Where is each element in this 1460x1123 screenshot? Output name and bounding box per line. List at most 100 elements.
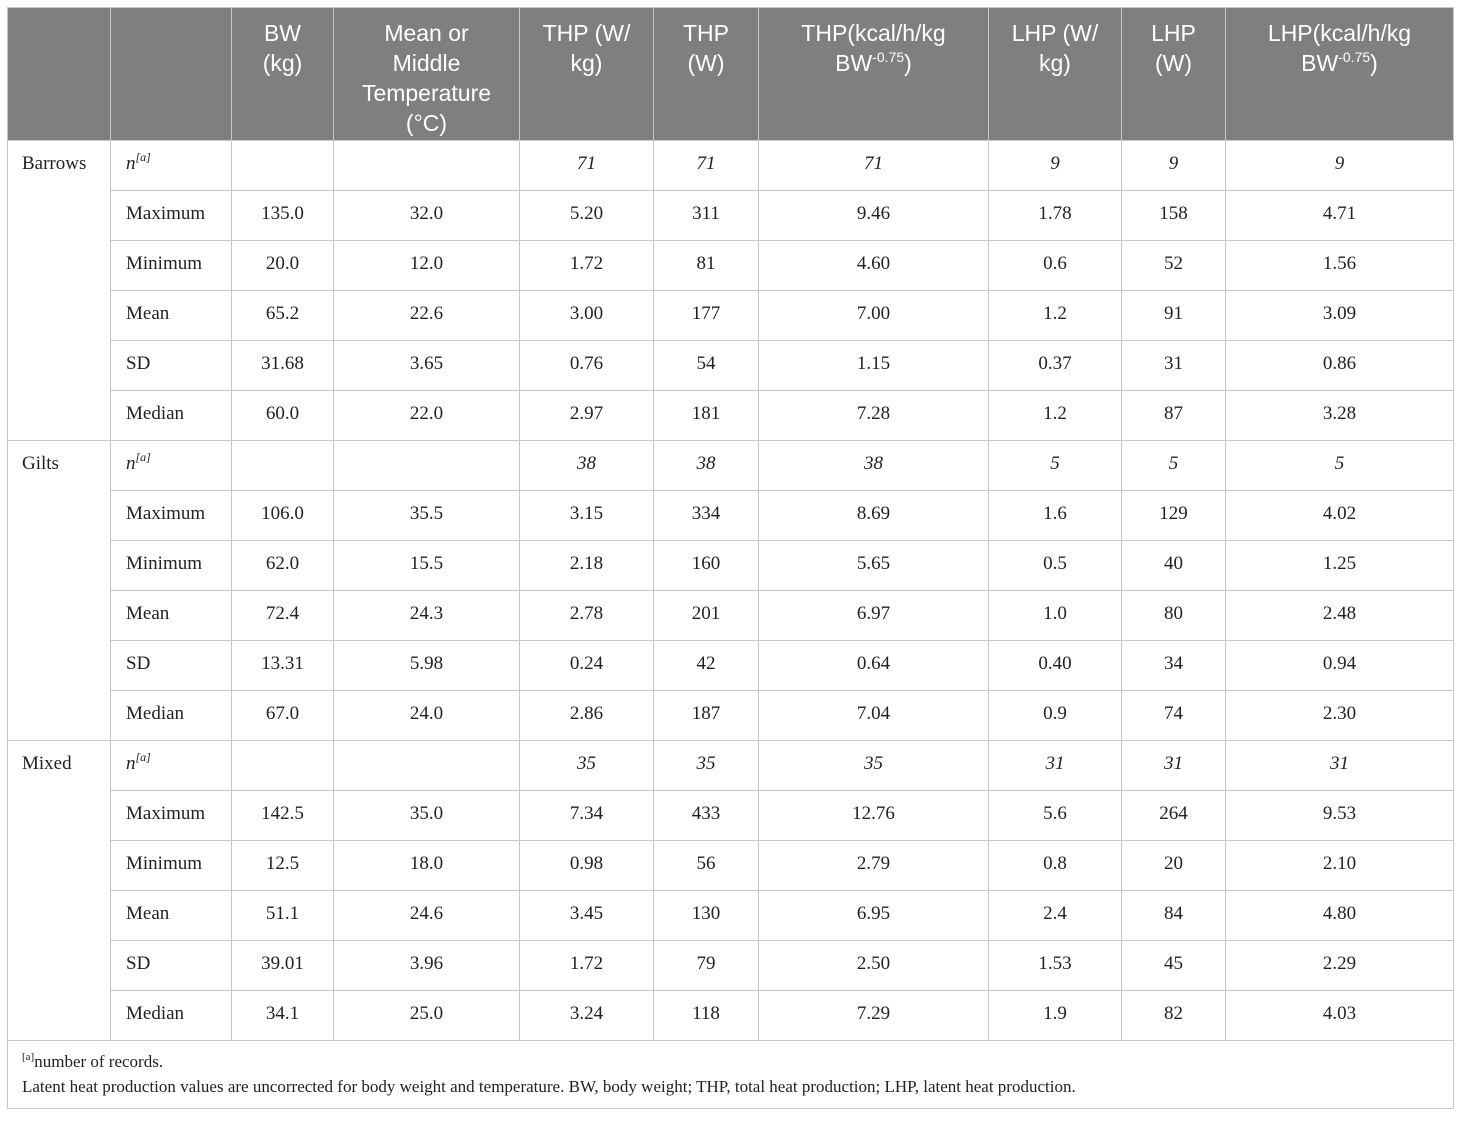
value-cell: 52 — [1121, 240, 1226, 291]
header-temp-line2: Middle — [392, 50, 461, 76]
value-cell: 5.6 — [988, 790, 1122, 841]
value-cell: 2.86 — [519, 690, 654, 741]
value-cell: 3.28 — [1225, 390, 1454, 441]
value-cell: 18.0 — [333, 840, 520, 891]
header-row: BW (kg) Mean or Middle Temperature (°C) … — [7, 7, 1454, 141]
table-row: Mean 65.2 22.6 3.00 177 7.00 1.2 91 3.09 — [8, 290, 1454, 341]
value-cell: 177 — [653, 290, 759, 341]
value-cell: 9.46 — [758, 190, 989, 241]
value-cell: 264 — [1121, 790, 1226, 841]
statistic-label: Mean — [110, 290, 232, 341]
value-cell: 4.60 — [758, 240, 989, 291]
value-cell: 7.28 — [758, 390, 989, 441]
value-cell: 4.80 — [1225, 890, 1454, 941]
header-thp-w-line1: THP — [683, 20, 729, 46]
n-value-cell: 5 — [1225, 440, 1454, 491]
header-lhp-w: LHP (W) — [1121, 7, 1226, 141]
table-row: Minimum 20.0 12.0 1.72 81 4.60 0.6 52 1.56 — [8, 240, 1454, 291]
value-cell: 81 — [653, 240, 759, 291]
value-cell: 22.0 — [333, 390, 520, 441]
value-cell: 40 — [1121, 540, 1226, 591]
statistic-label: Maximum — [110, 190, 232, 241]
value-cell: 3.65 — [333, 340, 520, 391]
value-cell: 130 — [653, 890, 759, 941]
value-cell: 2.78 — [519, 590, 654, 641]
n-value-cell: 5 — [988, 440, 1122, 491]
heat-production-table: BW (kg) Mean or Middle Temperature (°C) … — [7, 7, 1454, 1109]
value-cell: 39.01 — [231, 940, 334, 991]
value-cell: 160 — [653, 540, 759, 591]
n-label: n[a] — [110, 740, 232, 791]
table-row: Maximum 142.5 35.0 7.34 433 12.76 5.6 264 9.53 — [8, 790, 1454, 841]
n-value-cell: 71 — [758, 140, 989, 191]
value-cell: 35.0 — [333, 790, 520, 841]
value-cell: 1.78 — [988, 190, 1122, 241]
value-cell: 4.71 — [1225, 190, 1454, 241]
value-cell: 7.04 — [758, 690, 989, 741]
value-cell: 1.2 — [988, 290, 1122, 341]
value-cell: 1.6 — [988, 490, 1122, 541]
n-value-cell: 9 — [988, 140, 1122, 191]
header-thp-w: THP (W) — [653, 7, 759, 141]
n-value-cell: 35 — [758, 740, 989, 791]
header-thp-kcal: THP(kcal/h/kg BW-0.75) — [758, 7, 989, 141]
n-label-sup: [a] — [135, 750, 151, 764]
value-cell: 4.02 — [1225, 490, 1454, 541]
statistic-label: Maximum — [110, 790, 232, 841]
table-row: SD 13.31 5.98 0.24 42 0.64 0.40 34 0.94 — [8, 640, 1454, 691]
value-cell: 42 — [653, 640, 759, 691]
header-thp-wkg-line1: THP (W/ — [542, 20, 631, 46]
value-cell: 4.03 — [1225, 990, 1454, 1041]
value-cell: 1.72 — [519, 240, 654, 291]
footnote-row: [a]number of records. Latent heat produc… — [7, 1040, 1454, 1109]
value-cell: 2.18 — [519, 540, 654, 591]
value-cell: 91 — [1121, 290, 1226, 341]
value-cell: 0.64 — [758, 640, 989, 691]
header-thp-kcal-close: ) — [904, 50, 912, 76]
value-cell: 20.0 — [231, 240, 334, 291]
n-value-cell — [231, 740, 334, 791]
value-cell: 7.00 — [758, 290, 989, 341]
n-value-cell — [333, 740, 520, 791]
value-cell: 2.48 — [1225, 590, 1454, 641]
value-cell: 3.15 — [519, 490, 654, 541]
value-cell: 79 — [653, 940, 759, 991]
value-cell: 0.24 — [519, 640, 654, 691]
table-row: Mean 51.1 24.6 3.45 130 6.95 2.4 84 4.80 — [8, 890, 1454, 941]
header-temp-line4: (°C) — [405, 110, 448, 136]
value-cell: 24.3 — [333, 590, 520, 641]
value-cell: 67.0 — [231, 690, 334, 741]
value-cell: 62.0 — [231, 540, 334, 591]
value-cell: 60.0 — [231, 390, 334, 441]
group-label: Mixed — [7, 740, 111, 1041]
header-lhp-kcal-line1: LHP(kcal/h/kg — [1267, 20, 1412, 46]
statistic-label: Mean — [110, 590, 232, 641]
value-cell: 7.29 — [758, 990, 989, 1041]
value-cell: 1.9 — [988, 990, 1122, 1041]
value-cell: 0.98 — [519, 840, 654, 891]
value-cell: 2.4 — [988, 890, 1122, 941]
n-value-cell: 38 — [519, 440, 654, 491]
value-cell: 12.76 — [758, 790, 989, 841]
statistic-label: Mean — [110, 890, 232, 941]
value-cell: 35.5 — [333, 490, 520, 541]
value-cell: 24.6 — [333, 890, 520, 941]
value-cell: 0.6 — [988, 240, 1122, 291]
n-value-cell: 31 — [1225, 740, 1454, 791]
statistic-label: SD — [110, 340, 232, 391]
value-cell: 2.50 — [758, 940, 989, 991]
n-value-cell: 38 — [758, 440, 989, 491]
n-label-base: n — [126, 453, 136, 474]
header-lhp-w-line1: LHP — [1151, 20, 1196, 46]
value-cell: 7.34 — [519, 790, 654, 841]
table-row: Median 67.0 24.0 2.86 187 7.04 0.9 74 2.30 — [8, 690, 1454, 741]
n-value-cell: 9 — [1225, 140, 1454, 191]
value-cell: 3.45 — [519, 890, 654, 941]
statistic-label: Minimum — [110, 240, 232, 291]
n-label-base: n — [126, 753, 136, 774]
table-row: Minimum 62.0 15.5 2.18 160 5.65 0.5 40 1.25 — [8, 540, 1454, 591]
value-cell: 45 — [1121, 940, 1226, 991]
statistic-label: SD — [110, 640, 232, 691]
header-bw-line1: BW — [263, 20, 302, 46]
header-thp-w-line2: (W) — [687, 50, 725, 76]
